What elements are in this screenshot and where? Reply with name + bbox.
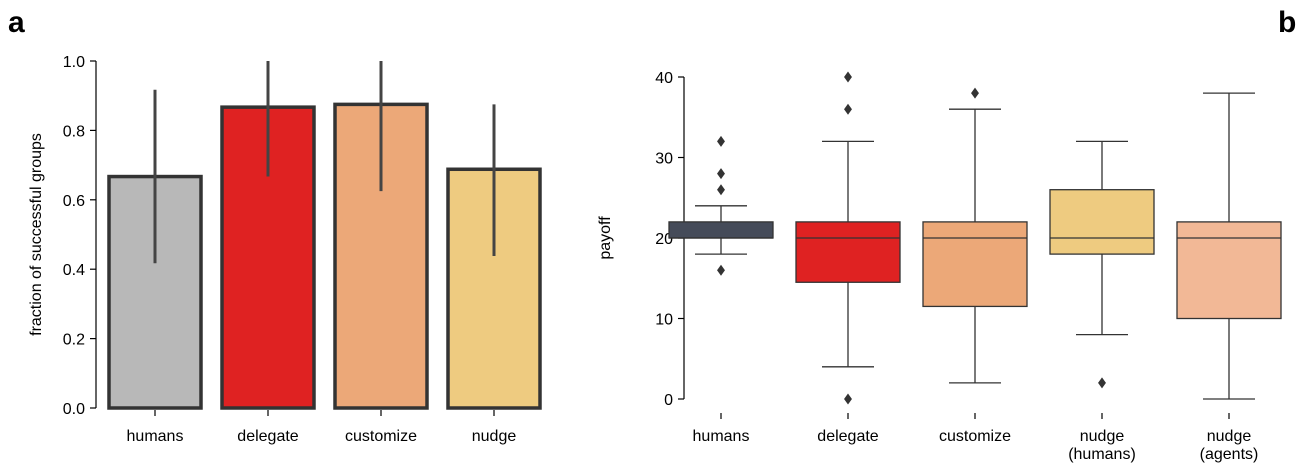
outlier-point-nudge-humans (1098, 377, 1106, 389)
y-tick-label: 0.0 (63, 401, 85, 418)
y-tick-label: 0.4 (63, 262, 85, 279)
y-tick-label: 0.2 (63, 332, 85, 349)
x-tick-label-customize: customize (345, 428, 417, 445)
box-delegate (795, 221, 901, 283)
x-tick-label-nudge-humans: nudge (1080, 428, 1125, 445)
box-customize (922, 221, 1028, 308)
y-tick-label: 10 (655, 312, 673, 329)
outlier-point-humans (717, 135, 725, 147)
y-tick-label: 0.8 (63, 123, 85, 140)
outlier-point-delegate (844, 393, 852, 405)
y-axis-label: fraction of successful groups (28, 133, 45, 336)
box-nudge-agents (1176, 221, 1282, 320)
x-tick-label-humans: humans (127, 428, 184, 445)
outlier-point-delegate (844, 71, 852, 83)
x-tick-label-nudge: nudge (472, 428, 517, 445)
x-tick-label-customize: customize (939, 428, 1011, 445)
box-humans (668, 221, 774, 239)
y-tick-label: 1.0 (63, 54, 85, 71)
outlier-point-humans (717, 168, 725, 180)
x-tick-label-delegate: delegate (817, 428, 878, 445)
y-tick-label: 0.6 (63, 193, 85, 210)
y-tick-label: 0 (664, 392, 673, 409)
outlier-point-delegate (844, 103, 852, 115)
y-tick-label: 30 (655, 151, 673, 168)
bar-chart-panel-a: 0.0 0.2 0.4 0.6 0.8 1.0 fraction of successful… (28, 54, 542, 445)
x-tick-label-humans: humans (693, 428, 750, 445)
x-tick-label-nudge-agents: (agents) (1200, 446, 1259, 463)
y-axis-label: payoff (597, 216, 614, 260)
box-nudge-humans (1049, 189, 1155, 255)
x-tick-label-delegate: delegate (237, 428, 298, 445)
y-tick-label: 40 (655, 70, 673, 87)
panel-b-label: b (1278, 6, 1297, 39)
x-tick-label-nudge-humans: (humans) (1068, 446, 1136, 463)
outlier-point-customize (971, 87, 979, 99)
outlier-point-humans (717, 184, 725, 196)
outlier-point-humans (717, 264, 725, 276)
panel-a-label: a (8, 6, 25, 39)
x-tick-label-nudge-agents: nudge (1207, 428, 1252, 445)
